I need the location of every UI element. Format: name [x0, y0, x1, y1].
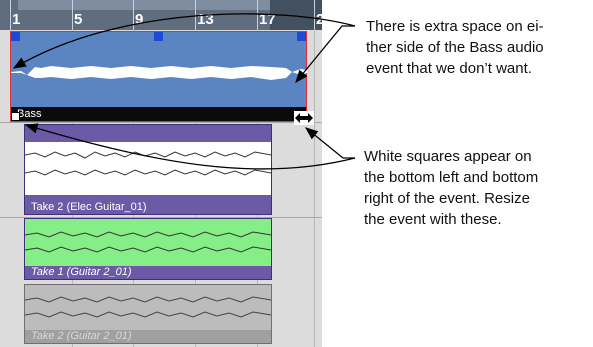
- callout-line: the event with these.: [364, 211, 502, 228]
- take2-elec-label: Take 2 (Elec Guitar_01): [31, 201, 147, 213]
- take1-guitar2-event[interactable]: Take 1 (Guitar 2_01): [24, 218, 272, 280]
- grid-line: [314, 30, 315, 347]
- ruler-mark: 5: [74, 11, 83, 28]
- project-window: 1 5 9 13 17 2 Bass T: [0, 0, 322, 347]
- callout-arrow-left-square: [24, 123, 356, 170]
- loop-range-bar[interactable]: [18, 0, 280, 10]
- callout-arrow-right-square: [304, 127, 355, 159]
- bass-volume-handle[interactable]: [154, 32, 163, 41]
- ruler-tick: [257, 0, 258, 30]
- callout-extra-space: There is extra space on ei- ther side of…: [366, 16, 544, 79]
- callout-line: White squares appear on: [364, 148, 532, 165]
- track-separator: [0, 122, 322, 123]
- callout-arrow-left-space: [12, 13, 356, 69]
- take2-guitar2-label-bar: Take 2 (Guitar 2_01): [25, 329, 271, 343]
- callout-white-squares: White squares appear on the bottom left …: [364, 146, 538, 230]
- callout-line: There is extra space on ei-: [366, 18, 544, 35]
- callout-arrow-right-space: [295, 25, 355, 84]
- ruler-tick: [195, 0, 196, 30]
- double-arrow-resize-icon: [294, 111, 314, 125]
- callout-line: ther side of the Bass audio: [366, 39, 544, 56]
- bass-fade-in-handle[interactable]: [11, 32, 20, 41]
- ruler-tick: [314, 0, 315, 30]
- ruler-mark: 17: [259, 11, 276, 28]
- ruler-mark: 2: [316, 11, 322, 28]
- track-separator: [0, 217, 322, 218]
- callout-line: right of the event. Resize: [364, 190, 530, 207]
- take2-guitar2-event[interactable]: Take 2 (Guitar 2_01): [24, 284, 272, 344]
- timeline-ruler[interactable]: 1 5 9 13 17 2: [0, 0, 322, 30]
- bass-audio-event[interactable]: Bass: [10, 31, 307, 122]
- guitar2-take2-waveform: [25, 285, 272, 330]
- take2-guitar2-label: Take 2 (Guitar 2_01): [31, 330, 132, 342]
- bass-fade-out-handle[interactable]: [297, 32, 306, 41]
- callout-line: event that we don’t want.: [366, 60, 532, 77]
- elec-guitar-waveform: [25, 142, 272, 195]
- ruler-tick: [72, 0, 73, 30]
- callout-line: the bottom left and bottom: [364, 169, 539, 186]
- guitar2-take1-waveform: [25, 219, 272, 266]
- take2-elec-label-bar: Take 2 (Elec Guitar_01): [25, 200, 271, 214]
- bass-waveform: [11, 66, 307, 80]
- ruler-tick: [133, 0, 134, 30]
- ruler-tick: [10, 0, 11, 30]
- take2-elec-guitar-event[interactable]: Take 2 (Elec Guitar_01): [24, 124, 272, 215]
- take1-guitar2-label: Take 1 (Guitar 2_01): [31, 266, 132, 278]
- take1-guitar2-label-bar: Take 1 (Guitar 2_01): [25, 265, 271, 279]
- ruler-mark: 1: [12, 11, 21, 28]
- ruler-mark: 9: [135, 11, 144, 28]
- bass-event-label-bar: Bass: [11, 107, 306, 121]
- bass-event-label: Bass: [17, 108, 42, 120]
- resize-handle-left[interactable]: [11, 112, 20, 121]
